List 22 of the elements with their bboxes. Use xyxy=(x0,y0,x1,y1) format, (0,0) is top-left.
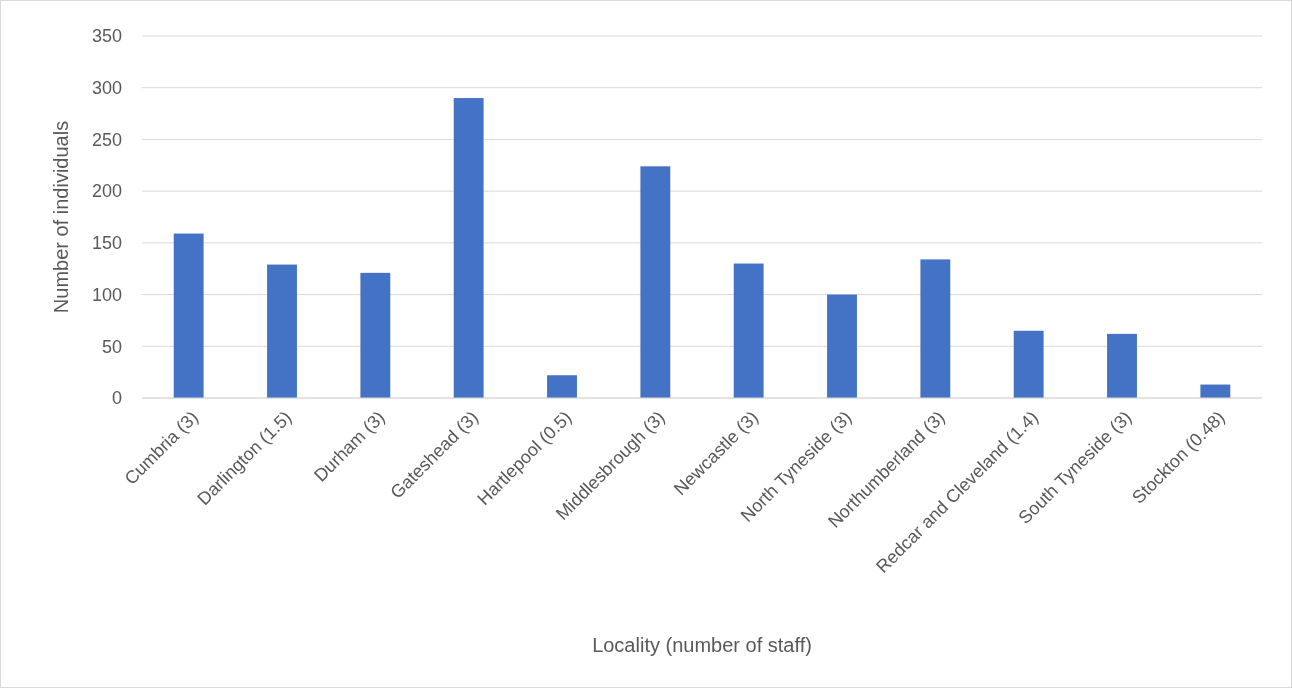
bar xyxy=(1200,384,1231,398)
y-tick-label: 50 xyxy=(101,336,122,357)
x-axis-title: Locality (number of staff) xyxy=(592,634,812,656)
y-tick-label: 300 xyxy=(91,78,122,99)
bar xyxy=(360,272,391,398)
y-tick-label: 0 xyxy=(111,388,122,409)
bar xyxy=(1107,333,1137,398)
bar xyxy=(173,233,204,398)
y-tick-label: 200 xyxy=(91,181,122,202)
y-tick-label: 150 xyxy=(91,233,122,254)
bar xyxy=(640,166,671,398)
y-tick-label: 250 xyxy=(91,129,122,150)
bar xyxy=(920,259,951,398)
bar xyxy=(547,375,577,398)
bar xyxy=(453,98,484,398)
bar xyxy=(827,294,857,398)
y-tick-label: 350 xyxy=(91,26,122,47)
y-tick-label: 100 xyxy=(91,284,122,305)
bar xyxy=(267,264,297,398)
bar xyxy=(1013,330,1044,398)
y-axis-title: Number of individuals xyxy=(50,120,72,314)
bar xyxy=(733,263,764,398)
